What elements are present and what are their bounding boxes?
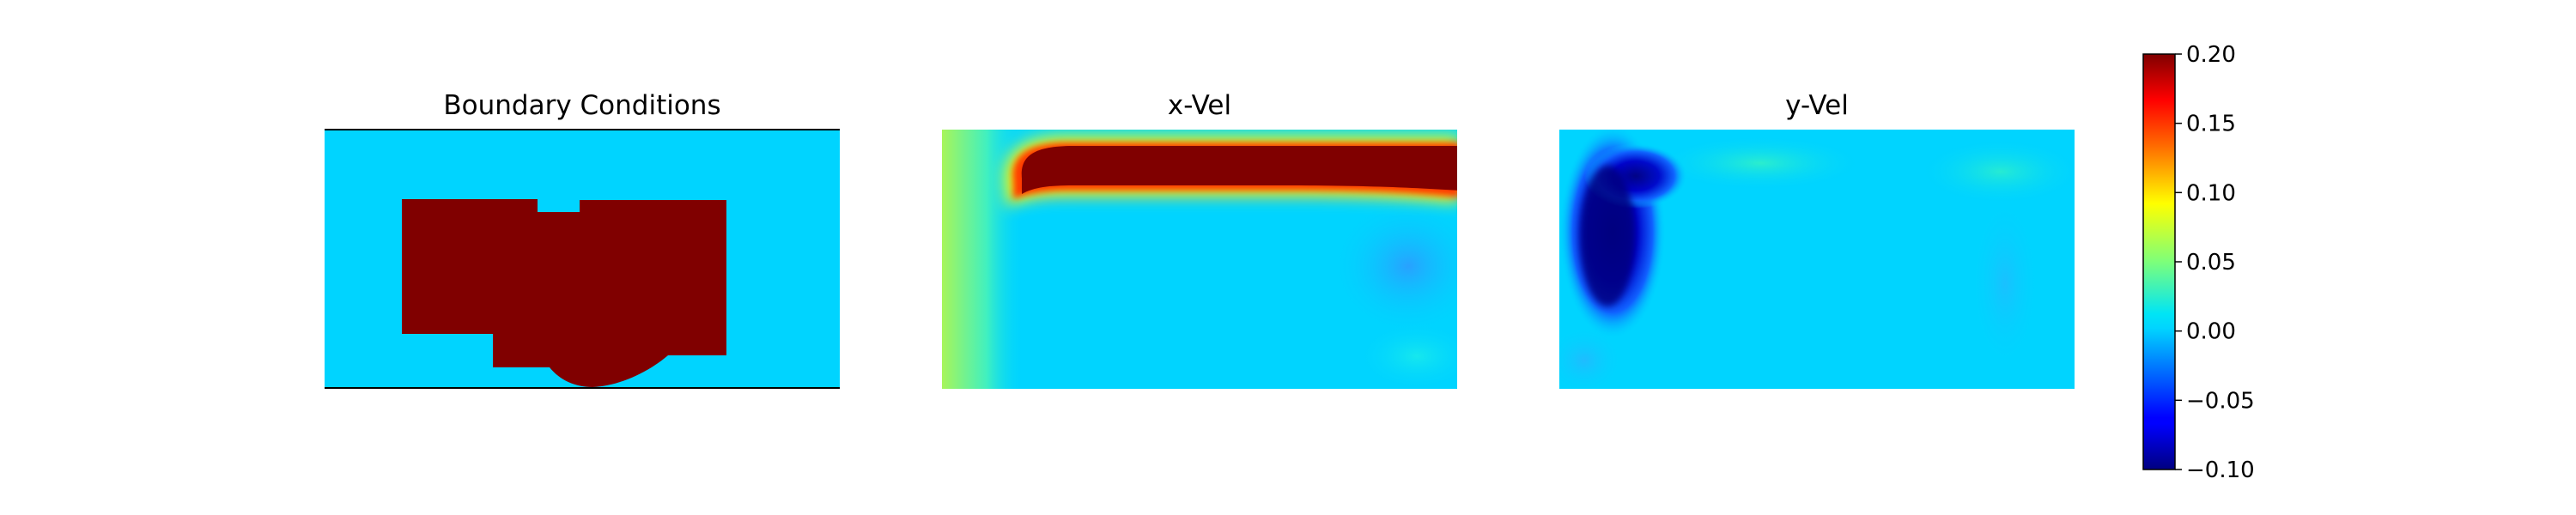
y-vel-field (1559, 130, 2075, 389)
colorbar-tick-label: 0.20 (2186, 42, 2236, 68)
y-vel-panel: y-Vel (1559, 90, 2075, 389)
y-vel-title: y-Vel (1785, 90, 1849, 121)
colorbar-gradient (2142, 53, 2176, 470)
colorbar-tick-label: 0.15 (2186, 112, 2236, 137)
x-vel-panel: x-Vel (942, 90, 1457, 389)
x-vel-jet-core (1021, 146, 1457, 194)
colorbar: 0.20 0.15 0.10 0.05 0.00 −0.05 −0.10 (2142, 42, 2255, 483)
boundary-conditions-panel: Boundary Conditions (325, 90, 840, 389)
colorbar-tick-label: 0.10 (2186, 180, 2236, 206)
x-vel-field (942, 130, 1457, 389)
bc-obstacle (402, 199, 726, 387)
boundary-conditions-title: Boundary Conditions (443, 90, 720, 121)
x-vel-title: x-Vel (1168, 90, 1231, 121)
colorbar-tick-label: −0.10 (2186, 457, 2255, 483)
colorbar-tick-label: 0.00 (2186, 319, 2236, 345)
colorbar-ticks: 0.20 0.15 0.10 0.05 0.00 −0.05 −0.10 (2175, 42, 2255, 483)
colorbar-tick-label: −0.05 (2186, 388, 2255, 414)
colorbar-tick-label: 0.05 (2186, 250, 2236, 276)
